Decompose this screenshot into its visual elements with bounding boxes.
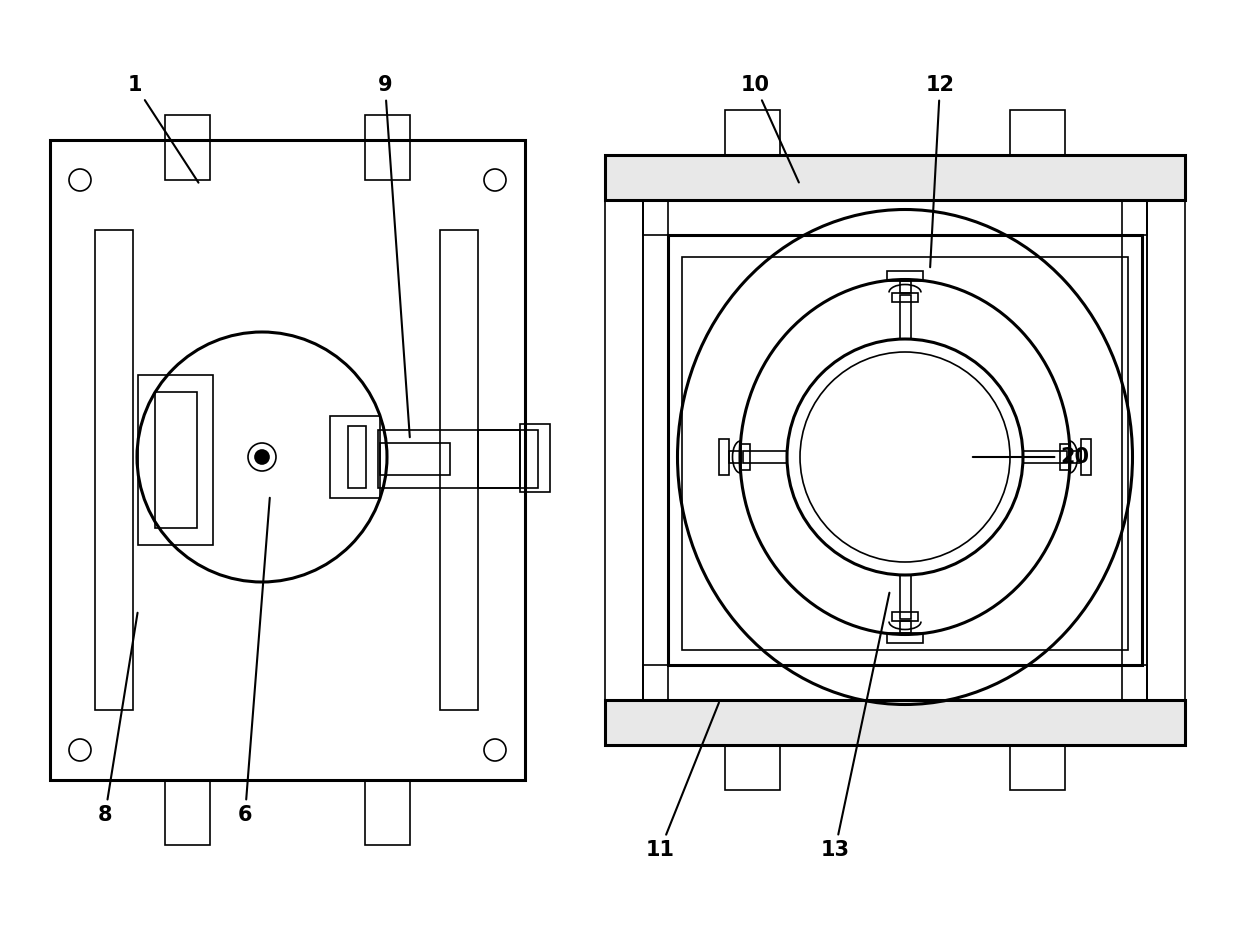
Text: 12: 12: [925, 75, 955, 267]
Bar: [887, 633, 923, 643]
Bar: [605, 155, 1185, 200]
Text: 1: 1: [128, 75, 198, 182]
Bar: [742, 444, 750, 470]
Bar: [1069, 451, 1081, 463]
Bar: [1011, 745, 1065, 790]
Bar: [330, 416, 379, 498]
Bar: [365, 115, 410, 180]
Bar: [1011, 110, 1065, 155]
Bar: [1122, 155, 1147, 745]
Bar: [378, 430, 538, 488]
Bar: [138, 375, 213, 545]
Bar: [725, 745, 780, 790]
Text: 20: 20: [972, 447, 1089, 467]
Text: 9: 9: [378, 75, 409, 437]
Text: 6: 6: [238, 498, 270, 825]
Bar: [719, 439, 729, 475]
Bar: [155, 392, 197, 528]
Bar: [605, 700, 1185, 745]
Bar: [668, 235, 1142, 665]
Bar: [50, 140, 525, 780]
Bar: [605, 700, 1185, 745]
Bar: [605, 155, 644, 745]
Bar: [892, 293, 918, 302]
Text: 10: 10: [740, 75, 799, 182]
Bar: [365, 780, 410, 845]
Text: 13: 13: [821, 593, 889, 860]
Bar: [899, 295, 910, 339]
Bar: [899, 575, 910, 619]
Bar: [348, 426, 366, 488]
Bar: [892, 612, 918, 621]
Bar: [899, 621, 910, 633]
Bar: [682, 257, 1128, 650]
Bar: [440, 230, 477, 710]
Bar: [379, 443, 450, 475]
Bar: [743, 451, 787, 463]
Bar: [1060, 444, 1069, 470]
Bar: [165, 780, 210, 845]
Text: 11: 11: [646, 703, 719, 860]
Bar: [165, 115, 210, 180]
Bar: [644, 155, 668, 745]
Text: 8: 8: [98, 613, 138, 825]
Bar: [899, 281, 910, 293]
Bar: [95, 230, 133, 710]
Circle shape: [255, 450, 269, 464]
Bar: [1147, 155, 1185, 745]
Bar: [605, 155, 1185, 200]
Bar: [887, 271, 923, 281]
Bar: [1081, 439, 1091, 475]
Bar: [729, 451, 742, 463]
Bar: [644, 665, 1147, 700]
Bar: [1023, 451, 1066, 463]
Bar: [725, 110, 780, 155]
Bar: [520, 424, 551, 492]
Bar: [644, 200, 1147, 235]
